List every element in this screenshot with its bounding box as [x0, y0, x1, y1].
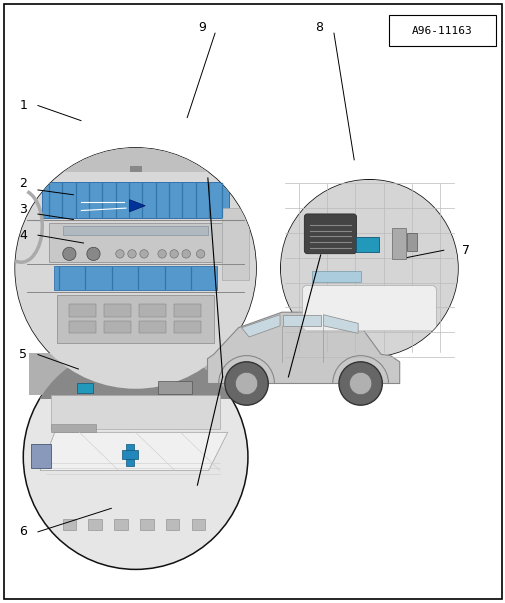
Circle shape	[128, 250, 136, 258]
Bar	[166, 519, 179, 530]
Bar	[174, 305, 200, 317]
Bar	[406, 233, 416, 251]
Bar	[122, 450, 137, 459]
FancyBboxPatch shape	[302, 285, 435, 331]
Bar	[356, 238, 378, 253]
Bar	[139, 321, 166, 333]
Circle shape	[224, 362, 268, 405]
Bar	[51, 396, 220, 429]
Text: 6: 6	[19, 525, 27, 538]
Bar	[69, 321, 95, 333]
Circle shape	[280, 180, 457, 357]
Circle shape	[349, 372, 371, 394]
Text: 5: 5	[19, 348, 27, 361]
Text: 3: 3	[19, 203, 27, 216]
Bar	[69, 305, 95, 317]
Bar	[42, 182, 228, 218]
Text: 8: 8	[315, 21, 323, 34]
Bar	[311, 271, 360, 282]
Bar	[191, 519, 205, 530]
Bar	[57, 295, 214, 343]
Bar	[104, 305, 130, 317]
Bar	[31, 444, 51, 469]
Circle shape	[23, 345, 247, 569]
Circle shape	[170, 250, 178, 258]
Bar	[49, 223, 222, 262]
Text: 2: 2	[19, 177, 27, 191]
Bar	[54, 266, 217, 290]
FancyBboxPatch shape	[304, 214, 356, 254]
Bar	[391, 229, 405, 259]
Bar	[104, 321, 130, 333]
Polygon shape	[207, 312, 399, 384]
Bar	[88, 519, 102, 530]
Polygon shape	[129, 200, 145, 212]
Circle shape	[338, 362, 382, 405]
Text: A96-11163: A96-11163	[411, 26, 472, 36]
Bar	[222, 208, 248, 280]
Text: 1: 1	[19, 99, 27, 112]
Bar	[29, 353, 242, 396]
Bar	[77, 383, 93, 393]
Text: 4: 4	[19, 229, 27, 242]
Polygon shape	[241, 315, 279, 337]
Bar	[280, 180, 457, 357]
Circle shape	[196, 250, 205, 258]
Circle shape	[116, 250, 124, 258]
Bar	[126, 459, 134, 466]
Bar	[126, 444, 134, 450]
Bar	[51, 425, 96, 432]
Bar	[114, 519, 127, 530]
Bar	[388, 15, 495, 46]
Bar	[63, 519, 76, 530]
Bar	[140, 519, 154, 530]
Circle shape	[182, 250, 190, 258]
Circle shape	[63, 247, 76, 260]
Polygon shape	[40, 432, 227, 470]
Polygon shape	[283, 315, 320, 326]
Text: 7: 7	[461, 244, 469, 257]
Bar	[158, 380, 191, 394]
Circle shape	[158, 250, 166, 258]
Bar	[15, 145, 256, 172]
Bar	[63, 226, 208, 235]
Text: 9: 9	[198, 21, 206, 34]
Bar	[139, 305, 166, 317]
Circle shape	[139, 250, 148, 258]
Bar	[15, 148, 256, 389]
Bar	[174, 321, 200, 333]
Bar	[23, 343, 247, 399]
Circle shape	[235, 372, 257, 394]
Polygon shape	[323, 315, 358, 333]
Bar	[129, 166, 141, 172]
Circle shape	[87, 247, 100, 260]
Circle shape	[15, 148, 256, 389]
